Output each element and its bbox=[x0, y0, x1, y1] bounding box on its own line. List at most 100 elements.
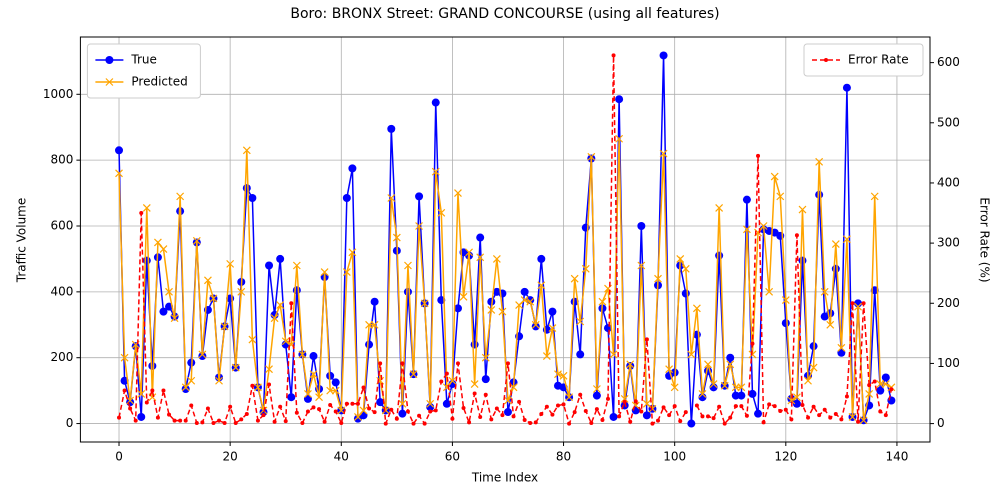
marker bbox=[715, 251, 724, 260]
marker bbox=[176, 192, 185, 201]
marker bbox=[694, 403, 699, 408]
marker bbox=[605, 396, 610, 401]
marker bbox=[153, 238, 162, 247]
marker bbox=[333, 409, 338, 414]
x-tick-label: 120 bbox=[774, 450, 797, 464]
marker bbox=[139, 211, 144, 216]
marker bbox=[211, 420, 216, 425]
y2-tick-label: 400 bbox=[937, 175, 960, 189]
y2-tick-label: 100 bbox=[937, 356, 960, 370]
marker bbox=[315, 393, 323, 402]
marker bbox=[403, 287, 412, 296]
marker bbox=[789, 417, 794, 422]
marker bbox=[811, 404, 816, 409]
marker bbox=[298, 350, 307, 359]
marker bbox=[637, 222, 646, 230]
x-tick-label: 60 bbox=[445, 450, 460, 464]
marker bbox=[270, 314, 279, 323]
marker bbox=[726, 353, 735, 362]
marker bbox=[531, 322, 540, 331]
marker bbox=[759, 222, 768, 230]
marker bbox=[305, 409, 310, 414]
marker bbox=[454, 189, 462, 197]
y-tick-label: 800 bbox=[50, 153, 73, 167]
marker bbox=[733, 404, 738, 409]
x-tick-label: 100 bbox=[663, 450, 686, 464]
marker bbox=[681, 264, 690, 273]
marker bbox=[767, 402, 772, 407]
x-tick-label: 20 bbox=[223, 450, 238, 464]
marker bbox=[331, 386, 340, 395]
marker bbox=[731, 383, 740, 392]
marker bbox=[578, 392, 583, 397]
marker bbox=[505, 361, 510, 366]
marker bbox=[826, 320, 835, 329]
marker bbox=[467, 420, 472, 425]
marker bbox=[711, 416, 716, 421]
marker bbox=[400, 361, 405, 366]
marker bbox=[439, 379, 444, 384]
marker bbox=[348, 248, 357, 257]
marker bbox=[654, 274, 662, 283]
y-tick-label: 1000 bbox=[43, 87, 74, 101]
marker bbox=[137, 390, 146, 398]
marker bbox=[617, 414, 622, 419]
marker bbox=[881, 373, 890, 382]
marker bbox=[878, 409, 883, 414]
marker bbox=[798, 256, 807, 265]
marker bbox=[509, 383, 518, 392]
marker bbox=[304, 390, 312, 398]
marker bbox=[726, 360, 735, 369]
marker bbox=[737, 383, 746, 392]
marker bbox=[105, 78, 114, 86]
marker bbox=[526, 296, 535, 305]
marker bbox=[559, 371, 568, 380]
marker bbox=[867, 383, 872, 388]
marker bbox=[244, 411, 249, 416]
marker bbox=[650, 421, 655, 426]
marker bbox=[354, 413, 362, 421]
marker bbox=[242, 184, 251, 193]
marker bbox=[728, 415, 733, 420]
marker bbox=[120, 353, 129, 362]
marker bbox=[248, 194, 257, 203]
marker bbox=[656, 418, 661, 423]
marker bbox=[844, 394, 849, 399]
x-tick-label: 80 bbox=[556, 450, 571, 464]
marker bbox=[794, 233, 799, 238]
marker bbox=[155, 415, 160, 420]
marker bbox=[442, 399, 451, 408]
marker bbox=[511, 414, 516, 419]
marker bbox=[217, 418, 222, 423]
marker bbox=[637, 261, 646, 270]
marker bbox=[570, 274, 579, 283]
marker bbox=[889, 387, 894, 392]
marker bbox=[633, 399, 638, 404]
marker bbox=[765, 287, 774, 296]
marker bbox=[476, 253, 485, 262]
marker bbox=[370, 297, 379, 306]
marker bbox=[698, 390, 707, 398]
marker bbox=[311, 405, 316, 410]
marker bbox=[887, 396, 896, 405]
marker bbox=[178, 418, 183, 423]
marker bbox=[815, 190, 824, 199]
marker bbox=[289, 301, 294, 306]
plot-frame bbox=[79, 36, 931, 443]
marker bbox=[453, 304, 462, 313]
marker bbox=[376, 398, 385, 407]
marker bbox=[520, 296, 529, 305]
marker bbox=[370, 320, 379, 329]
marker bbox=[804, 376, 812, 385]
marker bbox=[792, 393, 801, 402]
marker bbox=[548, 324, 557, 332]
marker bbox=[676, 255, 685, 263]
y-tick-label: 200 bbox=[50, 350, 73, 364]
marker bbox=[817, 413, 822, 418]
marker bbox=[704, 360, 712, 369]
marker bbox=[576, 350, 585, 359]
marker bbox=[167, 412, 172, 417]
marker bbox=[589, 420, 594, 425]
marker bbox=[159, 307, 168, 316]
